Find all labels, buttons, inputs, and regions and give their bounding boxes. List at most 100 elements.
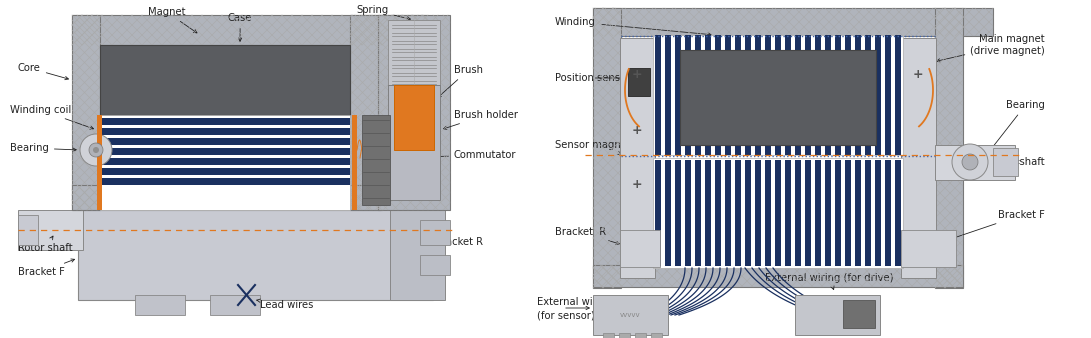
Bar (655, 160, 661, 266)
Bar (815, 35, 822, 155)
Bar (100, 45, 350, 115)
Bar (755, 160, 762, 266)
Bar (865, 160, 871, 266)
Bar (100, 128, 350, 135)
Bar (377, 15, 449, 210)
Bar (726, 35, 731, 155)
Bar (775, 35, 781, 155)
Text: Rotor shaft: Rotor shaft (991, 157, 1045, 167)
Bar (209, 295, 260, 315)
Text: Winding coil: Winding coil (10, 105, 94, 129)
Bar (394, 85, 434, 150)
Circle shape (80, 134, 112, 166)
Text: Brush: Brush (437, 65, 483, 98)
Bar (786, 160, 791, 266)
Bar (685, 160, 691, 266)
Bar (100, 148, 350, 155)
Bar (935, 145, 1015, 180)
Bar (635, 333, 646, 338)
Text: Case: Case (228, 13, 252, 41)
Bar (815, 160, 822, 266)
Circle shape (93, 147, 99, 153)
Bar (388, 85, 440, 200)
Bar (695, 35, 702, 155)
Bar (655, 35, 661, 155)
Text: Bearing: Bearing (10, 143, 76, 153)
Bar (628, 68, 650, 96)
Bar (895, 160, 901, 266)
Bar (675, 35, 681, 155)
Bar (715, 35, 721, 155)
Bar (726, 160, 731, 266)
Text: Main magnet
(drive magnet): Main magnet (drive magnet) (936, 34, 1045, 62)
Bar (97, 115, 101, 210)
Bar (765, 35, 771, 155)
Bar (795, 160, 801, 266)
Bar (735, 35, 741, 155)
Bar (352, 115, 357, 210)
Bar (786, 35, 791, 155)
Bar (620, 38, 655, 278)
Bar (935, 8, 963, 288)
Bar (695, 160, 702, 266)
Bar (389, 200, 445, 300)
Text: Bearing: Bearing (983, 100, 1045, 159)
Text: +: + (632, 123, 643, 137)
Bar (594, 295, 668, 335)
Text: Brush holder: Brush holder (444, 110, 518, 129)
Bar (843, 300, 875, 328)
Text: +: + (632, 178, 643, 192)
Text: Bracket R: Bracket R (423, 235, 483, 247)
Bar (420, 255, 449, 275)
Bar (993, 148, 1018, 176)
Bar (901, 230, 956, 267)
Bar (594, 8, 993, 36)
Text: External wiring: External wiring (537, 297, 612, 307)
Bar (666, 35, 671, 155)
Text: Sensor magnet: Sensor magnet (555, 140, 631, 154)
Bar (705, 160, 711, 266)
Bar (666, 160, 671, 266)
Bar (100, 158, 350, 165)
Bar (885, 160, 891, 266)
Bar (100, 168, 350, 175)
Text: Bracket F: Bracket F (17, 259, 74, 277)
Bar (135, 295, 185, 315)
Bar (735, 160, 741, 266)
Text: Core: Core (17, 63, 69, 80)
Bar (745, 160, 751, 266)
Bar (875, 160, 882, 266)
Bar (835, 35, 841, 155)
Bar (654, 35, 903, 155)
Circle shape (952, 144, 988, 180)
Bar (72, 185, 382, 210)
Bar (651, 333, 662, 338)
Bar (825, 35, 831, 155)
Text: Rotor shaft: Rotor shaft (17, 236, 73, 253)
Bar (715, 160, 721, 266)
Bar (362, 115, 389, 205)
Text: Magnet: Magnet (148, 7, 197, 33)
Bar (825, 160, 831, 266)
Text: External wiring (for drive): External wiring (for drive) (765, 273, 894, 290)
Bar (865, 35, 871, 155)
Bar (594, 265, 963, 287)
Bar (855, 35, 861, 155)
Bar (619, 333, 630, 338)
Text: Winding: Winding (555, 17, 711, 36)
Bar (846, 35, 851, 155)
Text: Stator core: Stator core (716, 220, 770, 230)
Text: Bracket  R: Bracket R (555, 227, 620, 244)
Bar (835, 160, 841, 266)
Text: +: + (632, 69, 643, 81)
Bar (895, 35, 901, 155)
Bar (795, 295, 880, 335)
Circle shape (962, 154, 978, 170)
Bar (765, 160, 771, 266)
Bar (350, 15, 380, 210)
Text: Bracket F: Bracket F (936, 210, 1045, 244)
Bar (603, 333, 614, 338)
Bar (755, 35, 762, 155)
Bar (654, 158, 903, 268)
Text: vvvvv: vvvvv (620, 312, 640, 318)
